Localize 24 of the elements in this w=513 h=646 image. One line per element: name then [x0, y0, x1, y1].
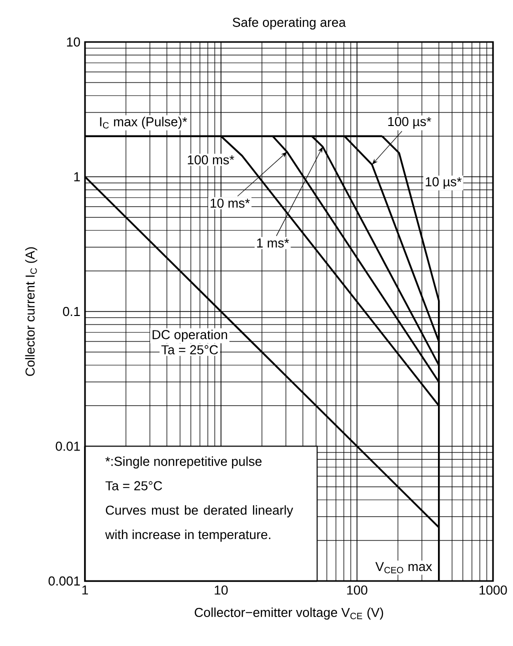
x-tick-label: 1	[82, 586, 88, 594]
text: 10 ms*	[210, 198, 250, 208]
y-tick-label: 0.001	[48, 576, 80, 586]
annotation: *:Single nonrepetitive pulse	[105, 456, 262, 469]
text: 1 ms*	[257, 238, 290, 248]
annotation: Ta = 25°C	[161, 345, 218, 354]
series-label: 10 µs*	[426, 177, 462, 189]
y-axis-title: Collector current I$_{C}$ (A)	[25, 247, 38, 376]
x-tick-label: 10	[214, 586, 228, 595]
annotation: Curves must be derated linearly with increase in temperature.	[105, 505, 294, 542]
y-tick-label: 10	[67, 37, 80, 47]
chart-title: Safe operating area	[232, 17, 346, 30]
series-label: DC operation	[152, 330, 228, 342]
series-label: I$_{C}$ max (Pulse)*	[100, 116, 188, 129]
series-label: 100 ms*	[188, 155, 234, 164]
x-tick-label: 1000	[480, 586, 507, 595]
x-axis-title: Collector−emitter voltage V$_{CE}$ (V)	[194, 608, 384, 620]
annotation: Ta = 25°C	[105, 481, 162, 490]
y-tick-label: 0.1	[62, 306, 80, 316]
annotation: V$_{CEO}$ max	[375, 562, 432, 574]
x-tick-label: 100	[347, 586, 368, 595]
y-tick-label: 1	[74, 172, 80, 182]
y-tick-label: 0.01	[56, 442, 80, 451]
text: 100 µs*	[388, 116, 432, 129]
